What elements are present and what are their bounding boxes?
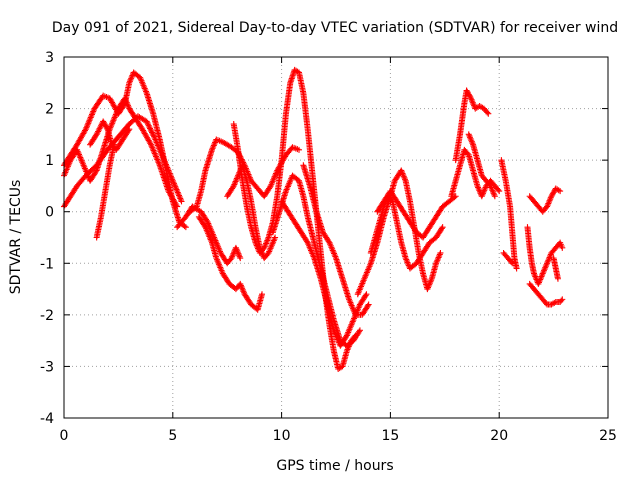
data-point bbox=[558, 297, 565, 304]
data-point bbox=[111, 141, 118, 148]
x-tick-label: 25 bbox=[599, 428, 617, 444]
data-point bbox=[437, 249, 444, 256]
x-tick-label: 0 bbox=[60, 428, 69, 444]
data-point bbox=[362, 292, 369, 299]
series-track-o bbox=[367, 193, 446, 272]
series-track-g bbox=[174, 203, 244, 267]
data-point bbox=[174, 203, 181, 210]
series-track-t bbox=[498, 157, 520, 272]
y-tick-label: -3 bbox=[40, 359, 54, 375]
data-point bbox=[145, 122, 152, 129]
data-point bbox=[438, 225, 445, 232]
series-track-y bbox=[550, 255, 561, 282]
data-point bbox=[365, 301, 372, 308]
data-point bbox=[508, 258, 515, 265]
y-tick-label: -2 bbox=[40, 308, 54, 324]
y-axis-label: SDTVAR / TECUs bbox=[8, 180, 24, 295]
data-point bbox=[485, 110, 492, 117]
series-track-v bbox=[526, 185, 564, 215]
series-track-p bbox=[374, 188, 459, 241]
data-point bbox=[147, 140, 154, 147]
data-point bbox=[259, 291, 266, 298]
data-point bbox=[229, 184, 236, 191]
series-track-q bbox=[452, 87, 492, 164]
data-point bbox=[149, 130, 156, 137]
x-axis-label: GPS time / hours bbox=[276, 458, 393, 474]
data-point bbox=[150, 132, 157, 139]
chart-title: Day 091 of 2021, Sidereal Day-to-day VTE… bbox=[52, 20, 618, 36]
series-track-b bbox=[61, 95, 181, 210]
series-track-l bbox=[278, 198, 370, 349]
data-point bbox=[145, 121, 152, 128]
y-tick-label: -1 bbox=[40, 256, 54, 272]
data-point bbox=[178, 198, 185, 205]
data-point bbox=[148, 128, 155, 135]
data-points bbox=[61, 66, 566, 373]
data-point bbox=[363, 291, 370, 298]
data-point bbox=[182, 224, 189, 231]
data-point bbox=[151, 135, 158, 142]
data-point bbox=[554, 275, 561, 282]
data-point bbox=[364, 302, 371, 309]
data-point bbox=[496, 188, 503, 195]
series-track-e bbox=[93, 141, 118, 241]
series-track-h bbox=[195, 213, 266, 313]
data-point bbox=[237, 255, 244, 262]
data-point bbox=[143, 118, 150, 125]
x-tick-label: 5 bbox=[168, 428, 177, 444]
y-tick-label: 3 bbox=[45, 50, 54, 66]
y-tick-label: -4 bbox=[40, 411, 54, 427]
data-point bbox=[149, 129, 156, 136]
series-track-j bbox=[230, 66, 359, 373]
series-track-d bbox=[87, 118, 133, 153]
data-point bbox=[125, 127, 132, 134]
series-track-c bbox=[61, 113, 185, 210]
data-point bbox=[356, 327, 363, 334]
data-point bbox=[495, 186, 502, 193]
series-track-m bbox=[300, 162, 372, 318]
data-point bbox=[557, 188, 564, 195]
series-track-s bbox=[465, 131, 498, 200]
series-track-x bbox=[526, 280, 566, 308]
data-point bbox=[559, 244, 566, 251]
data-point bbox=[147, 125, 154, 132]
y-tick-label: 0 bbox=[45, 205, 54, 221]
data-point bbox=[147, 126, 154, 133]
data-point bbox=[559, 296, 566, 303]
data-point bbox=[126, 126, 133, 133]
y-tick-label: 2 bbox=[45, 102, 54, 118]
x-tick-label: 20 bbox=[490, 428, 508, 444]
data-point bbox=[144, 119, 151, 126]
data-point bbox=[103, 124, 110, 131]
data-point bbox=[451, 194, 458, 201]
data-point bbox=[484, 109, 491, 116]
plot-frame bbox=[63, 56, 609, 419]
x-tick-label: 10 bbox=[273, 428, 291, 444]
data-point bbox=[296, 146, 303, 153]
data-point bbox=[92, 168, 99, 175]
data-point bbox=[272, 234, 279, 241]
data-point bbox=[467, 93, 474, 100]
series-track-u bbox=[500, 249, 516, 267]
data-point bbox=[151, 133, 158, 140]
data-point bbox=[513, 265, 520, 272]
data-point bbox=[173, 202, 180, 209]
data-point bbox=[81, 127, 88, 134]
data-point bbox=[509, 260, 516, 267]
series-track-a bbox=[61, 69, 189, 231]
x-tick-label: 15 bbox=[381, 428, 399, 444]
series-track-w bbox=[524, 224, 566, 287]
data-point bbox=[146, 124, 153, 131]
data-point bbox=[439, 224, 446, 231]
data-point bbox=[181, 223, 188, 230]
data-point bbox=[356, 328, 363, 335]
data-point bbox=[491, 193, 498, 200]
y-tick-label: 1 bbox=[45, 153, 54, 169]
